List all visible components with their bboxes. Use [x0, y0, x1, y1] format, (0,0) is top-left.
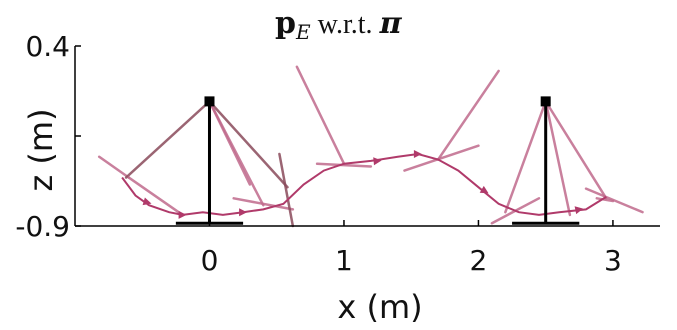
y-tick-label-1: -0.9	[15, 210, 70, 243]
trajectory-arrow-1	[178, 210, 187, 219]
frame-segment-9	[315, 162, 373, 168]
frame-segment-11	[403, 144, 480, 172]
trajectory-arrow-5	[479, 185, 489, 194]
title-middle: w.r.t.	[311, 9, 380, 40]
frame-segment-2	[127, 176, 184, 217]
frame-segment-7	[278, 152, 295, 228]
trajectory-arrow-2	[239, 208, 248, 217]
trajectory-line	[121, 152, 607, 216]
y-axis-label: z (m)	[22, 108, 60, 191]
frame-segment-6	[232, 197, 295, 211]
x-tick-label-1: 1	[335, 244, 353, 277]
title-main: p	[275, 6, 296, 41]
x-tick-label-3: 3	[604, 244, 622, 277]
trajectory-arrow-3	[373, 157, 382, 166]
title-subscript: E	[295, 20, 311, 44]
frame-segment-8	[295, 65, 346, 165]
frame-segment-3	[208, 100, 289, 189]
chart-title: pE w.r.t. π	[275, 6, 403, 44]
x-ticks: 0 1 2 3	[201, 220, 622, 277]
plot-area	[97, 65, 644, 228]
trajectory-arrow-6	[574, 206, 584, 215]
stance-joint-0	[204, 96, 215, 107]
frame-segment-17	[595, 197, 615, 203]
x-tick-label-2: 2	[470, 244, 488, 277]
frame-segment-14	[544, 100, 608, 200]
y-ticks: 0.4 -0.9	[15, 30, 81, 243]
x-tick-label-0: 0	[201, 244, 219, 277]
frame-segment-1	[124, 100, 211, 179]
title-symbol: π	[379, 6, 403, 41]
frame-segment-10	[436, 69, 500, 161]
frame-segment-5	[208, 100, 252, 186]
trajectory-arrow-0	[142, 197, 152, 206]
trajectory-arrow-4	[413, 150, 422, 158]
y-tick-label-0: 0.4	[25, 30, 70, 63]
frame-segment-0	[97, 155, 131, 179]
frame-segment-15	[544, 100, 572, 217]
x-axis-label: x (m)	[337, 288, 422, 326]
frame-segment-13	[504, 100, 547, 214]
stance-joint-1	[540, 96, 551, 107]
frame-segment-16	[584, 187, 644, 214]
